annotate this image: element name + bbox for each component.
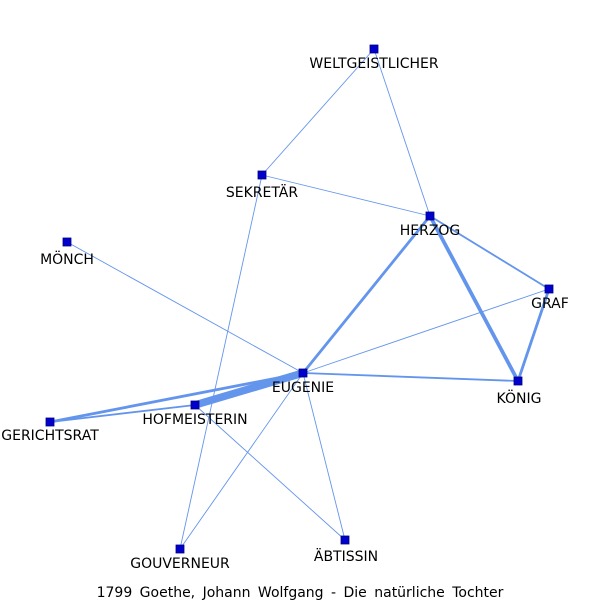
edge-herzog-eugenie: [301, 214, 432, 375]
edge-layer: [48, 48, 551, 550]
node-label-aebtissin: ÄBTISSIN: [314, 547, 378, 565]
node-label-moench: MÖNCH: [40, 250, 94, 268]
edge-weltgeistlicher-sekretaer: [261, 48, 375, 176]
node-label-herzog: HERZOG: [400, 223, 461, 239]
node-graf[interactable]: [544, 284, 554, 294]
node-herzog[interactable]: [425, 211, 435, 221]
edge-weltgeistlicher-herzog: [373, 48, 431, 217]
node-aebtissin[interactable]: [340, 535, 350, 545]
edge-moench-eugenie: [66, 241, 304, 374]
edge-hofmeisterin-aebtissin: [194, 404, 346, 541]
edge-eugenie-aebtissin: [302, 372, 346, 541]
node-label-gerichtsrat: GERICHTSRAT: [1, 428, 99, 444]
node-moench[interactable]: [62, 237, 72, 247]
node-gouverneur[interactable]: [175, 544, 185, 554]
node-hofmeisterin[interactable]: [190, 400, 200, 410]
edge-eugenie-koenig: [302, 372, 519, 382]
node-eugenie[interactable]: [298, 368, 308, 378]
node-koenig[interactable]: [513, 376, 523, 386]
node-label-koenig: KÖNIG: [497, 389, 542, 407]
edge-herzog-koenig: [428, 214, 520, 383]
edge-herzog-graf: [429, 215, 550, 290]
label-layer: WELTGEISTLICHER SEKRETÄR HERZOG MÖNCH GRAF EU…: [1, 56, 569, 572]
node-weltgeistlicher[interactable]: [369, 44, 379, 54]
edge-sekretaer-gouverneur: [179, 174, 263, 550]
node-label-weltgeistlicher: WELTGEISTLICHER: [309, 56, 438, 72]
edge-sekretaer-herzog: [261, 174, 431, 217]
node-gerichtsrat[interactable]: [45, 417, 55, 427]
node-label-gouverneur: GOUVERNEUR: [130, 556, 230, 572]
node-label-hofmeisterin: HOFMEISTERIN: [142, 412, 247, 428]
edge-eugenie-gouverneur: [179, 372, 304, 550]
graph-caption: 1799 Goethe, Johann Wolfgang - Die natür…: [97, 585, 504, 600]
node-layer: [45, 44, 554, 554]
node-label-sekretaer: SEKRETÄR: [226, 183, 299, 201]
edge-eugenie-hofmeisterin: [191, 369, 307, 409]
node-label-eugenie: EUGENIE: [272, 380, 334, 396]
node-sekretaer[interactable]: [257, 170, 267, 180]
edge-graf-eugenie: [302, 288, 550, 374]
node-label-graf: GRAF: [531, 296, 569, 312]
edge-eugenie-gerichtsrat: [48, 371, 305, 424]
edge-hofmeisterin-gerichtsrat: [49, 404, 196, 423]
edge-graf-koenig: [516, 287, 551, 383]
